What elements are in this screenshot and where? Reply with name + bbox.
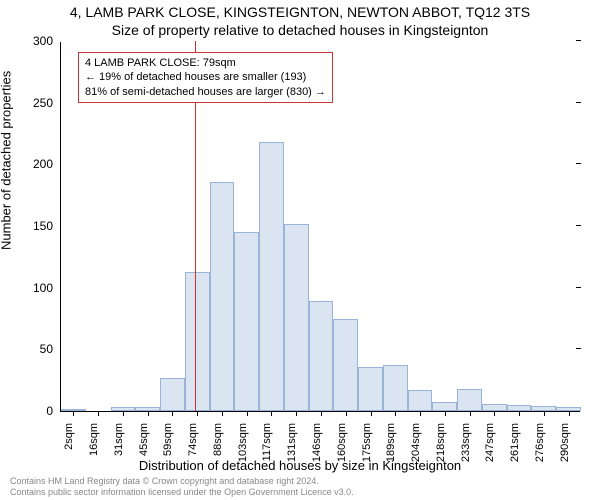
x-tick-mark xyxy=(73,411,74,416)
annotation-line-1: 4 LAMB PARK CLOSE: 79sqm xyxy=(85,56,326,70)
histogram-bar xyxy=(309,301,334,411)
x-tick-mark xyxy=(346,411,347,416)
chart-subtitle: Size of property relative to detached ho… xyxy=(0,22,600,38)
histogram-bar xyxy=(259,142,284,411)
histogram-bar xyxy=(457,389,482,411)
histogram-bar xyxy=(408,390,433,411)
x-tick-mark xyxy=(395,411,396,416)
x-tick-label: 175sqm xyxy=(361,423,373,462)
x-tick-mark xyxy=(296,411,297,416)
x-tick-label: 160sqm xyxy=(336,423,348,462)
x-tick-label: 247sqm xyxy=(484,423,496,462)
x-tick-label: 261sqm xyxy=(509,423,521,462)
x-tick-mark xyxy=(544,411,545,416)
x-tick-label: 131sqm xyxy=(286,423,298,462)
y-tick-label: 50 xyxy=(40,342,61,356)
footer-line-2: Contains public sector information licen… xyxy=(10,487,354,498)
x-tick-label: 74sqm xyxy=(187,423,199,456)
y-tick-label: 300 xyxy=(33,34,61,48)
y-tick-mark xyxy=(576,102,581,103)
y-tick-label: 150 xyxy=(33,219,61,233)
y-tick-label: 250 xyxy=(33,96,61,110)
x-axis-label: Distribution of detached houses by size … xyxy=(0,458,600,473)
y-axis-label: Number of detached properties xyxy=(0,71,14,250)
x-tick-label: 103sqm xyxy=(237,423,249,462)
x-tick-label: 117sqm xyxy=(261,423,273,461)
x-tick-label: 276sqm xyxy=(534,423,546,462)
attribution-footer: Contains HM Land Registry data © Crown c… xyxy=(10,476,354,498)
x-tick-mark xyxy=(445,411,446,416)
histogram-bar xyxy=(160,378,185,411)
x-tick-mark xyxy=(172,411,173,416)
property-annotation-box: 4 LAMB PARK CLOSE: 79sqm ← 19% of detach… xyxy=(78,52,333,103)
x-tick-label: 189sqm xyxy=(385,423,397,462)
histogram-bar xyxy=(284,224,309,411)
y-tick-mark xyxy=(576,225,581,226)
y-tick-mark xyxy=(576,348,581,349)
y-tick-mark xyxy=(576,163,581,164)
x-tick-mark xyxy=(148,411,149,416)
footer-line-1: Contains HM Land Registry data © Crown c… xyxy=(10,476,354,487)
histogram-bar xyxy=(358,367,383,411)
x-tick-label: 290sqm xyxy=(559,423,571,462)
x-tick-mark xyxy=(420,411,421,416)
x-tick-mark xyxy=(519,411,520,416)
histogram-bar xyxy=(333,319,358,412)
x-tick-label: 233sqm xyxy=(460,423,472,462)
y-tick-mark xyxy=(576,287,581,288)
x-tick-mark xyxy=(123,411,124,416)
y-tick-mark xyxy=(576,40,581,41)
x-tick-mark xyxy=(569,411,570,416)
histogram-bar xyxy=(383,365,408,411)
y-tick-label: 200 xyxy=(33,157,61,171)
annotation-line-3: 81% of semi-detached houses are larger (… xyxy=(85,85,326,99)
histogram-bar xyxy=(432,402,457,411)
x-tick-label: 45sqm xyxy=(138,423,150,456)
x-tick-label: 146sqm xyxy=(311,423,323,462)
annotation-line-2: ← 19% of detached houses are smaller (19… xyxy=(85,70,326,84)
histogram-bar xyxy=(185,272,210,411)
x-tick-mark xyxy=(247,411,248,416)
x-tick-label: 31sqm xyxy=(113,423,125,456)
x-tick-mark xyxy=(494,411,495,416)
x-tick-mark xyxy=(222,411,223,416)
histogram-bar xyxy=(482,404,507,411)
x-tick-mark xyxy=(470,411,471,416)
x-tick-label: 204sqm xyxy=(410,423,422,462)
x-tick-mark xyxy=(98,411,99,416)
x-tick-label: 59sqm xyxy=(162,423,174,456)
x-tick-label: 88sqm xyxy=(212,423,224,456)
histogram-bar xyxy=(210,182,235,411)
x-tick-mark xyxy=(371,411,372,416)
x-tick-label: 218sqm xyxy=(435,423,447,462)
x-tick-label: 2sqm xyxy=(63,423,75,450)
x-tick-mark xyxy=(271,411,272,416)
y-tick-label: 0 xyxy=(46,404,61,418)
x-tick-mark xyxy=(321,411,322,416)
y-tick-label: 100 xyxy=(33,281,61,295)
histogram-bar xyxy=(234,232,259,411)
x-tick-label: 16sqm xyxy=(88,423,100,456)
chart-title-address: 4, LAMB PARK CLOSE, KINGSTEIGNTON, NEWTO… xyxy=(0,4,600,20)
x-tick-mark xyxy=(197,411,198,416)
